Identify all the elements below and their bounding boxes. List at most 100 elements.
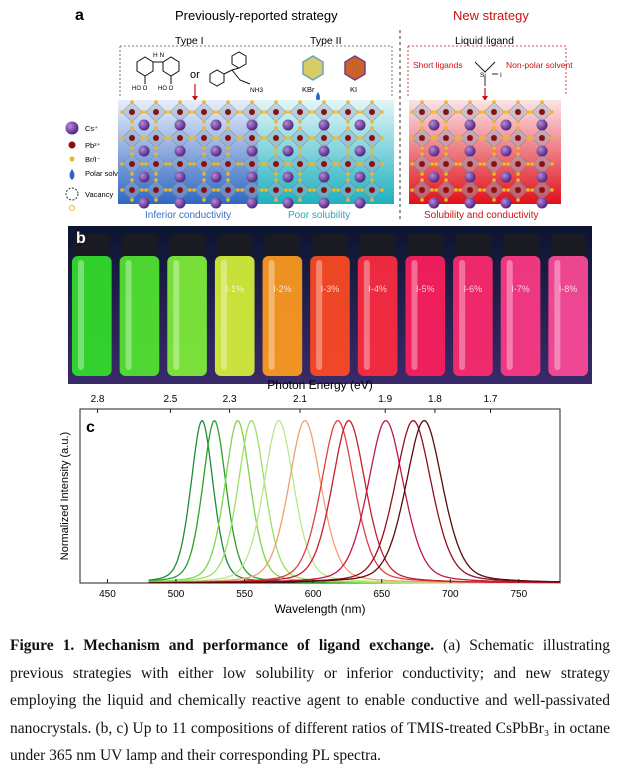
pb-atom [515,161,521,167]
br-atom [458,136,462,140]
br-atom [526,136,530,140]
br-atom [312,110,316,114]
br-atom [168,188,172,192]
pb-atom [225,135,231,141]
cs-atom [536,171,548,183]
vial-highlight [220,260,227,370]
br-atom [154,152,158,156]
br-atom [516,120,520,124]
polar-solvent-legend-icon [69,169,75,180]
br-atom [212,162,216,166]
legend-pb: Pb²⁺ [85,141,101,150]
pb-atom [419,187,425,193]
br-atom [434,136,438,140]
br-atom [360,188,364,192]
br-atom [216,162,220,166]
br-atom [202,146,206,150]
br-atom [430,188,434,192]
br-atom [260,188,264,192]
br-atom [410,188,414,192]
br-atom [120,188,124,192]
pl-curves [148,419,561,584]
vial-cap [74,234,110,256]
cs-atom [428,197,440,209]
br-atom [284,188,288,192]
br-atom [168,136,172,140]
br-atom [444,152,448,156]
plot-frame [79,408,561,584]
br-atom [482,110,486,114]
br-atom [492,146,496,150]
br-atom [516,146,520,150]
x2-tick-label: 2.5 [163,394,177,405]
pb-atom [491,161,497,167]
br-atom [458,110,462,114]
pb-atom [443,109,449,115]
vial-cap [121,234,158,256]
x-tick-label: 600 [305,589,322,600]
vial: I-4% [357,234,398,376]
br-atom [202,100,206,104]
br-atom [454,188,458,192]
cs-atom [282,171,294,183]
x-tick-label: 750 [511,589,528,600]
br-atom [482,136,486,140]
vial-liquid [405,256,446,376]
vial-liquid [453,256,493,376]
br-atom [420,178,424,182]
br-atom [550,162,554,166]
panel-a-schematic: a Previously-reported strategy New strat… [0,0,617,225]
vial-cap [502,234,539,256]
br-atom [192,136,196,140]
vials-photo-svg: I-1% I-2% I-3% I-4% I-5% I-6% I-7% I-8% [68,226,592,384]
pb-atom [321,135,327,141]
x-tick-label: 550 [236,589,253,600]
cs-atom [536,197,548,209]
pb-atom [225,161,231,167]
pb-atom [467,161,473,167]
pb-atom [491,187,497,193]
br-atom [120,110,124,114]
br-atom [526,110,530,114]
br-atom [298,120,302,124]
br-atom [216,110,220,114]
x2-tick-label: 2.1 [293,394,307,405]
ki-crystal-icon [344,55,366,81]
br-atom [370,178,374,182]
pb-atom [201,109,207,115]
br-atom [202,120,206,124]
x-tick-label: 450 [99,589,116,600]
br-atom [458,188,462,192]
br-atom [130,146,134,150]
vial-liquid [119,256,160,376]
cs-atom [138,197,150,209]
br-atom [288,110,292,114]
pb-atom [225,109,231,115]
br-atom [478,110,482,114]
br-atom [482,162,486,166]
br-atom [492,120,496,124]
cs-atom [500,197,512,209]
br-atom [264,188,268,192]
cs-atom [138,119,150,131]
br-atom [264,162,268,166]
vial-highlight [459,260,466,370]
br-atom [274,146,278,150]
br-atom [492,126,496,130]
cs-atom [354,171,366,183]
vial [72,234,112,376]
br-atom [154,172,158,176]
pb-atom [201,161,207,167]
br-atom [240,110,244,114]
br-atom [130,120,134,124]
br-atom [144,110,148,114]
br-atom [332,162,336,166]
cs-atom [246,171,258,183]
br-atom [260,162,264,166]
br-atom [346,172,350,176]
cs-atom [210,145,222,157]
br-atom [264,136,268,140]
br-atom [336,110,340,114]
br-atom [188,110,192,114]
br-atom [346,152,350,156]
